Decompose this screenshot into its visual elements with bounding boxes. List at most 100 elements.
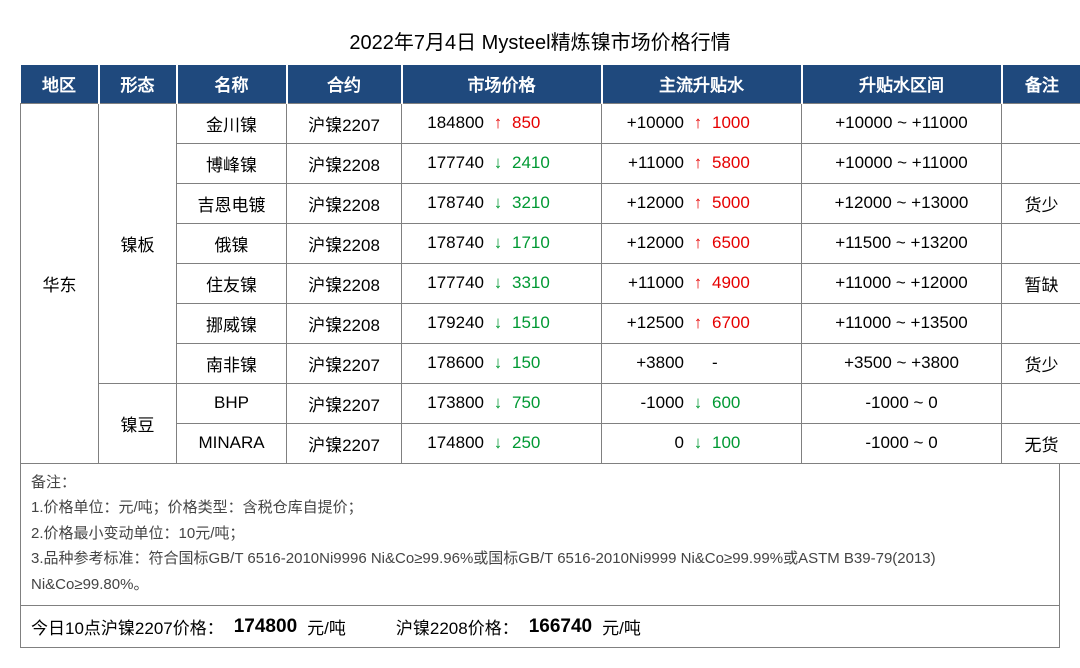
- cell-range: +10000 ~ +11000: [802, 143, 1002, 183]
- table-row: 住友镍沪镍2208177740↓3310+11000↑4900+11000 ~ …: [21, 263, 1080, 303]
- cell-market-price: 174800↓250: [402, 423, 602, 463]
- cell-premium: +10000 ↑ 1000: [602, 103, 802, 143]
- premium-value: -1000: [614, 393, 684, 413]
- cell-premium: +11000 ↑ 5800: [602, 143, 802, 183]
- col-header: 主流升贴水: [602, 65, 802, 103]
- arrow-icon: ↑: [690, 113, 706, 133]
- cell-name: 挪威镍: [177, 303, 287, 343]
- cell-remark: 暂缺: [1002, 263, 1080, 303]
- cell-range: +12000 ~ +13000: [802, 183, 1002, 223]
- cell-name: 吉恩电镀: [177, 183, 287, 223]
- premium-change: 5800: [712, 153, 762, 173]
- cell-range: +11500 ~ +13200: [802, 223, 1002, 263]
- price-value: 178740: [414, 193, 484, 213]
- price-change: 150: [512, 353, 562, 373]
- premium-value: +12500: [614, 313, 684, 333]
- arrow-icon: ↓: [490, 193, 506, 213]
- premium-value: 0: [614, 433, 684, 453]
- col-header: 市场价格: [402, 65, 602, 103]
- cell-range: -1000 ~ 0: [802, 383, 1002, 423]
- table-row: 华东镍板金川镍沪镍2207184800↑850+10000↑1000+10000…: [21, 103, 1080, 143]
- notes-heading: 备注：: [31, 470, 1049, 496]
- arrow-icon: ↓: [490, 313, 506, 333]
- table-row: 吉恩电镀沪镍2208 178740 ↓ 3210 +12000↑5000+12000 ~…: [21, 183, 1080, 223]
- notes-line: 1.价格单位：元/吨；价格类型：含税仓库自提价；: [31, 495, 1049, 521]
- cell-contract: 沪镍2208: [287, 223, 402, 263]
- price-change: 3310: [512, 273, 562, 293]
- premium-value: +11000: [614, 273, 684, 293]
- price-value: 179240: [414, 313, 484, 333]
- cell-market-price: 177740 ↓ 3310: [402, 263, 602, 303]
- price-value: 178600: [414, 353, 484, 373]
- cell-premium: +3800-: [602, 343, 802, 383]
- cell-market-price: 178740 ↓ 1710: [402, 223, 602, 263]
- premium-change: 600: [712, 393, 762, 413]
- premium-value: +10000: [614, 113, 684, 133]
- price-value: 177740: [414, 153, 484, 173]
- arrow-icon: ↓: [490, 433, 506, 453]
- cell-remark: [1002, 103, 1080, 143]
- cell-remark: [1002, 303, 1080, 343]
- cell-remark: 无货: [1002, 423, 1080, 463]
- footer-label: 沪镍2208价格：: [396, 614, 519, 639]
- cell-range: +11000 ~ +12000: [802, 263, 1002, 303]
- cell-name: BHP: [177, 383, 287, 423]
- premium-change: 5000: [712, 193, 762, 213]
- arrow-icon: ↓: [490, 233, 506, 253]
- premium-change: 100: [712, 433, 762, 453]
- cell-form: 镍豆: [99, 383, 177, 463]
- table-row: 镍豆BHP沪镍2207173800↓750-1000↓600-1000 ~ 0: [21, 383, 1080, 423]
- table-row: 博峰镍沪镍2208177740↓2410+11000↑5800+10000 ~ …: [21, 143, 1080, 183]
- cell-contract: 沪镍2208: [287, 303, 402, 343]
- footer-price-2208: 166740: [529, 616, 592, 638]
- cell-premium: +12000↑5000: [602, 183, 802, 223]
- arrow-icon: ↑: [690, 153, 706, 173]
- footer-unit: 元/吨: [602, 614, 641, 639]
- cell-name: MINARA: [177, 423, 287, 463]
- cell-name: 金川镍: [177, 103, 287, 143]
- notes-section: 备注： 1.价格单位：元/吨；价格类型：含税仓库自提价； 2.价格最小变动单位：…: [20, 464, 1060, 607]
- cell-premium: 0↓100: [602, 423, 802, 463]
- cell-region: 华东: [21, 103, 99, 463]
- col-header: 合约: [287, 65, 402, 103]
- price-change: 1710: [512, 233, 562, 253]
- arrow-icon: ↓: [490, 273, 506, 293]
- cell-contract: 沪镍2208: [287, 183, 402, 223]
- arrow-icon: ↓: [490, 153, 506, 173]
- premium-change: 1000: [712, 113, 762, 133]
- col-header: 升贴水区间: [802, 65, 1002, 103]
- footer-unit: 元/吨: [307, 614, 346, 639]
- cell-remark: 货少: [1002, 343, 1080, 383]
- price-value: 178740: [414, 233, 484, 253]
- table-row: 挪威镍沪镍2208179240↓1510+12500↑6700+11000 ~ …: [21, 303, 1080, 343]
- cell-market-price: 173800↓750: [402, 383, 602, 423]
- cell-market-price: 177740↓2410: [402, 143, 602, 183]
- price-value: 174800: [414, 433, 484, 453]
- cell-contract: 沪镍2208: [287, 143, 402, 183]
- notes-line: 2.价格最小变动单位：10元/吨；: [31, 521, 1049, 547]
- footer-label: 今日10点沪镍2207价格：: [31, 614, 224, 639]
- cell-contract: 沪镍2207: [287, 343, 402, 383]
- cell-range: +3500 ~ +3800: [802, 343, 1002, 383]
- arrow-icon: ↑: [690, 273, 706, 293]
- table-row: 俄镍沪镍2208178740↓1710+12000↑6500+11500 ~ +…: [21, 223, 1080, 263]
- col-header: 备注: [1002, 65, 1080, 103]
- cell-premium: +12500↑6700: [602, 303, 802, 343]
- premium-value: +11000: [614, 153, 684, 173]
- page-title: 2022年7月4日 Mysteel精炼镍市场价格行情: [20, 26, 1060, 55]
- cell-range: -1000 ~ 0: [802, 423, 1002, 463]
- price-value: 177740: [414, 273, 484, 293]
- premium-value: +12000: [614, 233, 684, 253]
- cell-name: 南非镍: [177, 343, 287, 383]
- cell-market-price: 178600↓150: [402, 343, 602, 383]
- table-header-row: 地区 形态 名称 合约 市场价格 主流升贴水 升贴水区间 备注: [21, 65, 1080, 103]
- premium-change: 4900: [712, 273, 762, 293]
- cell-contract: 沪镍2207: [287, 103, 402, 143]
- premium-change: 6700: [712, 313, 762, 333]
- col-header: 地区: [21, 65, 99, 103]
- price-value: 173800: [414, 393, 484, 413]
- cell-contract: 沪镍2207: [287, 383, 402, 423]
- cell-contract: 沪镍2207: [287, 423, 402, 463]
- cell-remark: [1002, 383, 1080, 423]
- price-change: 3210: [512, 193, 562, 213]
